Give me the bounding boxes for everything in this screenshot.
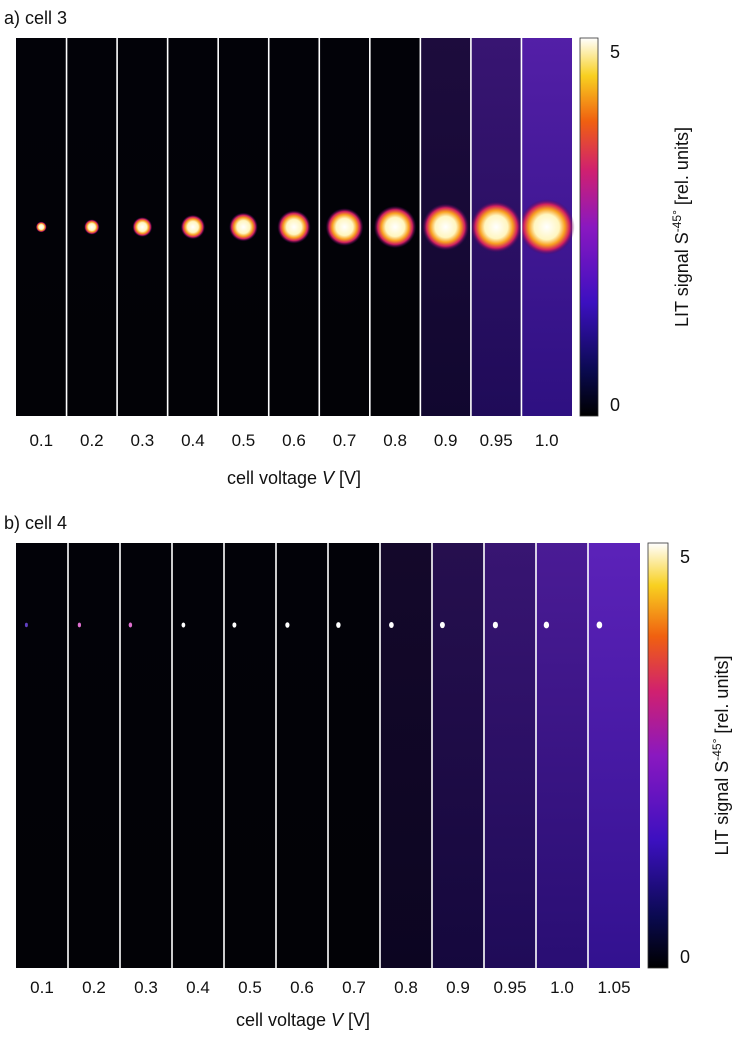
voltage-label: 0.95 <box>493 978 526 997</box>
voltage-label: 0.3 <box>134 978 158 997</box>
voltage-label: 0.1 <box>30 978 54 997</box>
voltage-label: 0.9 <box>434 431 458 450</box>
image-strip <box>276 543 328 968</box>
hot-spot <box>132 217 153 237</box>
image-strip <box>484 543 536 968</box>
voltage-label: 0.9 <box>446 978 470 997</box>
image-strip <box>68 543 120 968</box>
hot-spot <box>336 622 341 628</box>
hot-spot <box>24 622 28 628</box>
x-label-text: cell voltage <box>236 1010 331 1030</box>
voltage-label: 1.0 <box>535 431 559 450</box>
image-strip <box>224 543 276 968</box>
label-main: LIT signal S <box>672 232 692 327</box>
hot-spot <box>180 214 206 240</box>
x-label-symbol: V <box>331 1010 345 1030</box>
hot-spot <box>277 210 311 244</box>
colorbar-min: 0 <box>610 395 620 415</box>
image-strip <box>432 543 484 968</box>
hot-spot <box>181 622 186 628</box>
x-label-text: cell voltage <box>227 468 322 488</box>
voltage-label: 0.5 <box>238 978 262 997</box>
hot-spot <box>596 621 603 629</box>
hot-spot <box>422 203 470 251</box>
x-axis-label: cell voltage V [V] <box>227 468 361 488</box>
image-strip <box>120 543 172 968</box>
voltage-label: 0.95 <box>480 431 513 450</box>
x-label-unit: [V] <box>334 468 361 488</box>
colorbar-max: 5 <box>680 547 690 567</box>
x-label-symbol: V <box>322 468 336 488</box>
hot-spot <box>325 208 364 246</box>
panel-label: a) cell 3 <box>4 8 67 28</box>
voltage-label: 0.2 <box>80 431 104 450</box>
hot-spot <box>389 621 394 629</box>
hot-spot <box>229 212 258 242</box>
panel: a) cell 3 0.1 0.2 0.3 0.4 0.5 0.6 0.7 0.8 0.9 0.95… <box>4 8 692 488</box>
colorbar <box>647 542 669 969</box>
colorbar-min: 0 <box>680 947 690 967</box>
voltage-label: 0.5 <box>232 431 256 450</box>
image-strip <box>536 543 588 968</box>
hot-spot <box>232 622 237 628</box>
voltage-label: 0.3 <box>131 431 155 450</box>
image-strip <box>380 543 432 968</box>
label-superscript: -45° <box>670 210 684 232</box>
colorbar-label: LIT signal S-45° [rel. units] <box>710 656 732 856</box>
voltage-label: 0.2 <box>82 978 106 997</box>
colorbar-max: 5 <box>610 42 620 62</box>
panel: b) cell 4 0.1 0.2 0.3 0.4 0.5 0.6 0.7 0.8 0.9 0.95… <box>4 513 732 1030</box>
voltage-label: 0.4 <box>181 431 205 450</box>
panel-label: b) cell 4 <box>4 513 67 533</box>
colorbar <box>579 37 599 417</box>
label-unit: [rel. units] <box>712 656 732 739</box>
voltage-label: 1.0 <box>550 978 574 997</box>
voltage-label: 1.05 <box>597 978 630 997</box>
hot-spot <box>35 221 47 233</box>
hot-spot <box>285 622 290 628</box>
x-axis-label: cell voltage V [V] <box>236 1010 370 1030</box>
hot-spot <box>543 621 550 629</box>
hot-spot <box>470 201 522 253</box>
voltage-label: 0.7 <box>342 978 366 997</box>
image-strip <box>328 543 380 968</box>
image-strip <box>16 543 68 968</box>
hot-spot <box>518 199 575 255</box>
voltage-label: 0.6 <box>290 978 314 997</box>
hot-spot <box>84 219 100 235</box>
image-strip <box>172 543 224 968</box>
label-unit: [rel. units] <box>672 127 692 210</box>
voltage-label: 0.8 <box>394 978 418 997</box>
voltage-label: 0.6 <box>282 431 306 450</box>
image-strip <box>588 543 640 968</box>
voltage-label: 0.4 <box>186 978 210 997</box>
hot-spot <box>492 621 498 629</box>
hot-spot <box>128 622 133 628</box>
hot-spot <box>77 622 82 628</box>
x-label-unit: [V] <box>343 1010 370 1030</box>
hot-spot <box>373 205 417 249</box>
label-main: LIT signal S <box>712 761 732 856</box>
label-superscript: -45° <box>710 738 724 760</box>
voltage-label: 0.7 <box>333 431 357 450</box>
voltage-label: 0.8 <box>383 431 407 450</box>
voltage-label: 0.1 <box>29 431 53 450</box>
hot-spot <box>439 621 445 629</box>
colorbar-label: LIT signal S-45° [rel. units] <box>670 127 692 327</box>
